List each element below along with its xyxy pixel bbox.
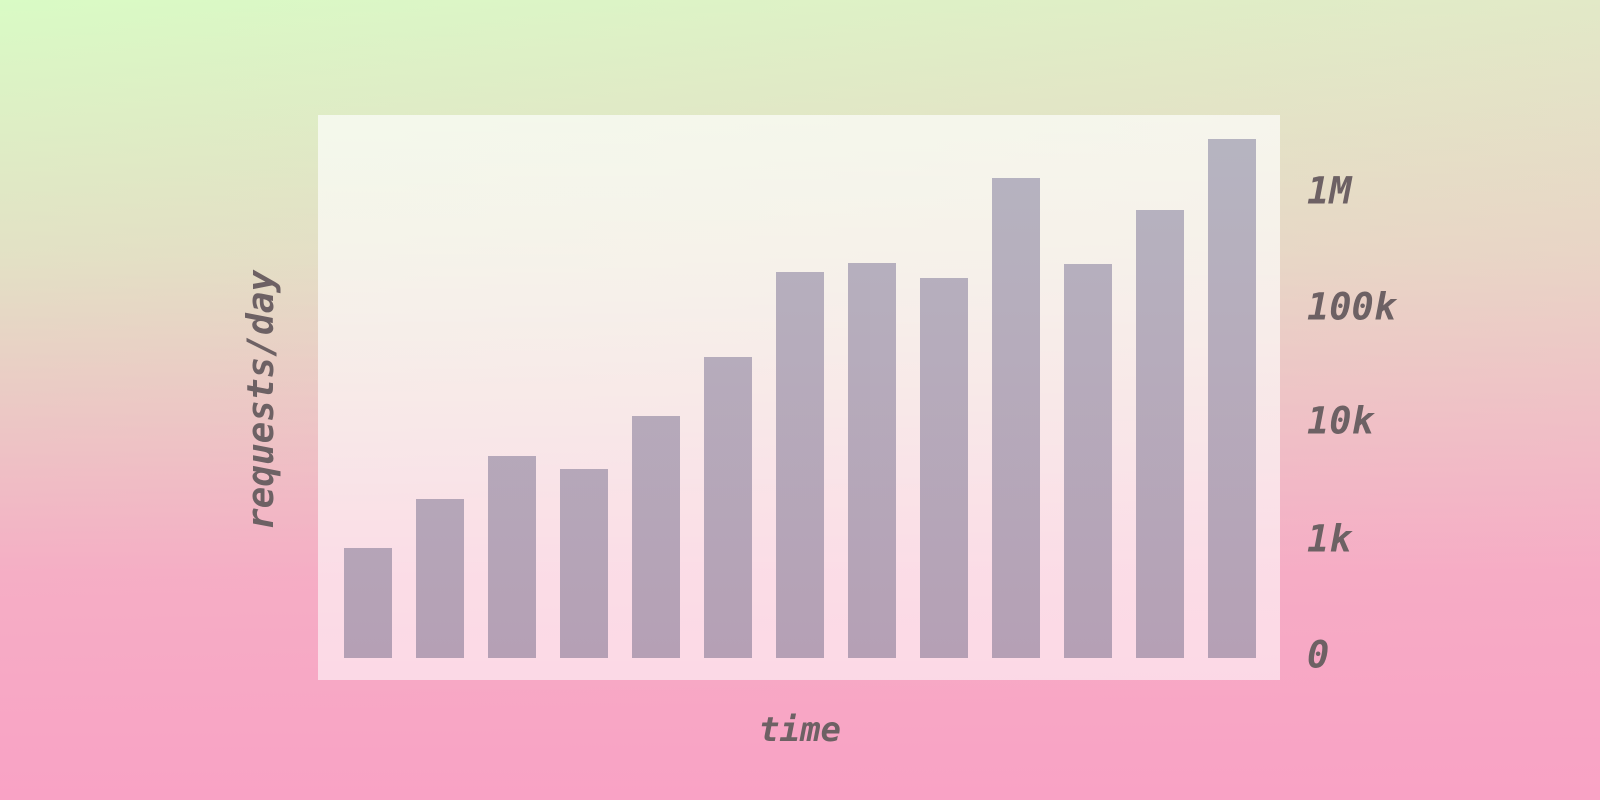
bar (848, 263, 896, 658)
bar (416, 499, 464, 658)
bar (1064, 264, 1112, 658)
bar (920, 278, 968, 658)
bar (632, 416, 680, 658)
bar (488, 456, 536, 658)
bars-container (318, 115, 1280, 680)
plot-area (318, 115, 1280, 680)
bar (1208, 139, 1256, 658)
bar (1136, 210, 1184, 658)
bar (344, 548, 392, 658)
bar (992, 178, 1040, 658)
bar (704, 357, 752, 658)
y-tick-label: 1M (1307, 169, 1352, 213)
x-axis-label: time (759, 710, 841, 750)
y-tick-label: 100k (1307, 285, 1397, 329)
y-tick-label: 10k (1307, 399, 1374, 443)
y-axis-label: requests/day (241, 269, 282, 531)
y-tick-label: 0 (1307, 633, 1330, 677)
bar (560, 469, 608, 658)
bar (776, 272, 824, 658)
y-tick-label: 1k (1307, 517, 1352, 561)
